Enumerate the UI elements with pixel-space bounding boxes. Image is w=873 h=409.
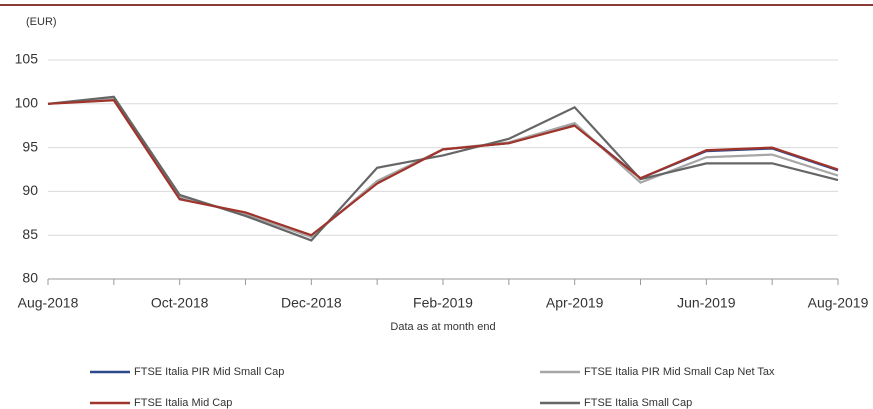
series-line (47, 99, 839, 237)
series-line (47, 98, 839, 238)
y-tick-label: 105 (15, 51, 39, 67)
legend-label: FTSE Italia PIR Mid Small Cap Net Tax (584, 366, 775, 378)
y-tick-label: 95 (22, 138, 38, 154)
x-tick-label: Jun-2019 (677, 295, 736, 311)
x-tick-label: Aug-2019 (808, 295, 869, 311)
x-tick-label: Aug-2018 (18, 295, 79, 311)
legend-label: FTSE Italia Small Cap (584, 397, 692, 409)
y-tick-label: 90 (22, 182, 38, 198)
x-tick-label: Oct-2018 (151, 295, 209, 311)
x-axis-label: Data as at month end (390, 321, 495, 333)
y-tick-label: 100 (15, 95, 39, 111)
x-tick-label: Apr-2019 (546, 295, 604, 311)
legend-label: FTSE Italia PIR Mid Small Cap (134, 366, 284, 378)
legend-label: FTSE Italia Mid Cap (134, 397, 232, 409)
y-tick-label: 80 (22, 270, 38, 286)
x-tick-label: Feb-2019 (413, 295, 473, 311)
series-line (47, 95, 839, 242)
x-tick-label: Dec-2018 (281, 295, 342, 311)
y-axis-label: (EUR) (26, 16, 57, 28)
y-tick-label: 85 (22, 226, 38, 242)
series-line (47, 97, 839, 239)
